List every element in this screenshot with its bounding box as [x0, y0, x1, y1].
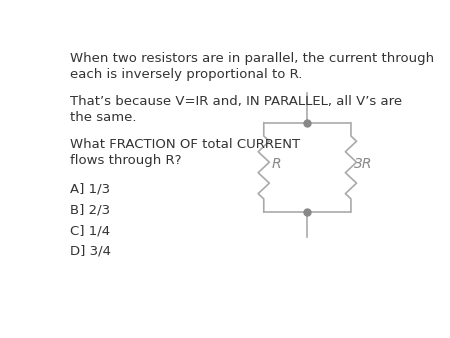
Text: That’s because V=IR and, IN PARALLEL, all V’s are: That’s because V=IR and, IN PARALLEL, al… [70, 95, 402, 108]
Text: each is inversely proportional to R.: each is inversely proportional to R. [70, 68, 302, 81]
Text: 3R: 3R [355, 157, 373, 171]
Text: What FRACTION OF total CURRENT: What FRACTION OF total CURRENT [70, 138, 300, 151]
Text: B] 2/3: B] 2/3 [70, 203, 110, 216]
Text: R: R [271, 157, 281, 171]
Text: the same.: the same. [70, 111, 137, 124]
Text: A] 1/3: A] 1/3 [70, 183, 110, 195]
Text: C] 1/4: C] 1/4 [70, 224, 110, 237]
Text: When two resistors are in parallel, the current through: When two resistors are in parallel, the … [70, 52, 434, 65]
Text: D] 3/4: D] 3/4 [70, 245, 111, 258]
Text: flows through R?: flows through R? [70, 154, 182, 167]
